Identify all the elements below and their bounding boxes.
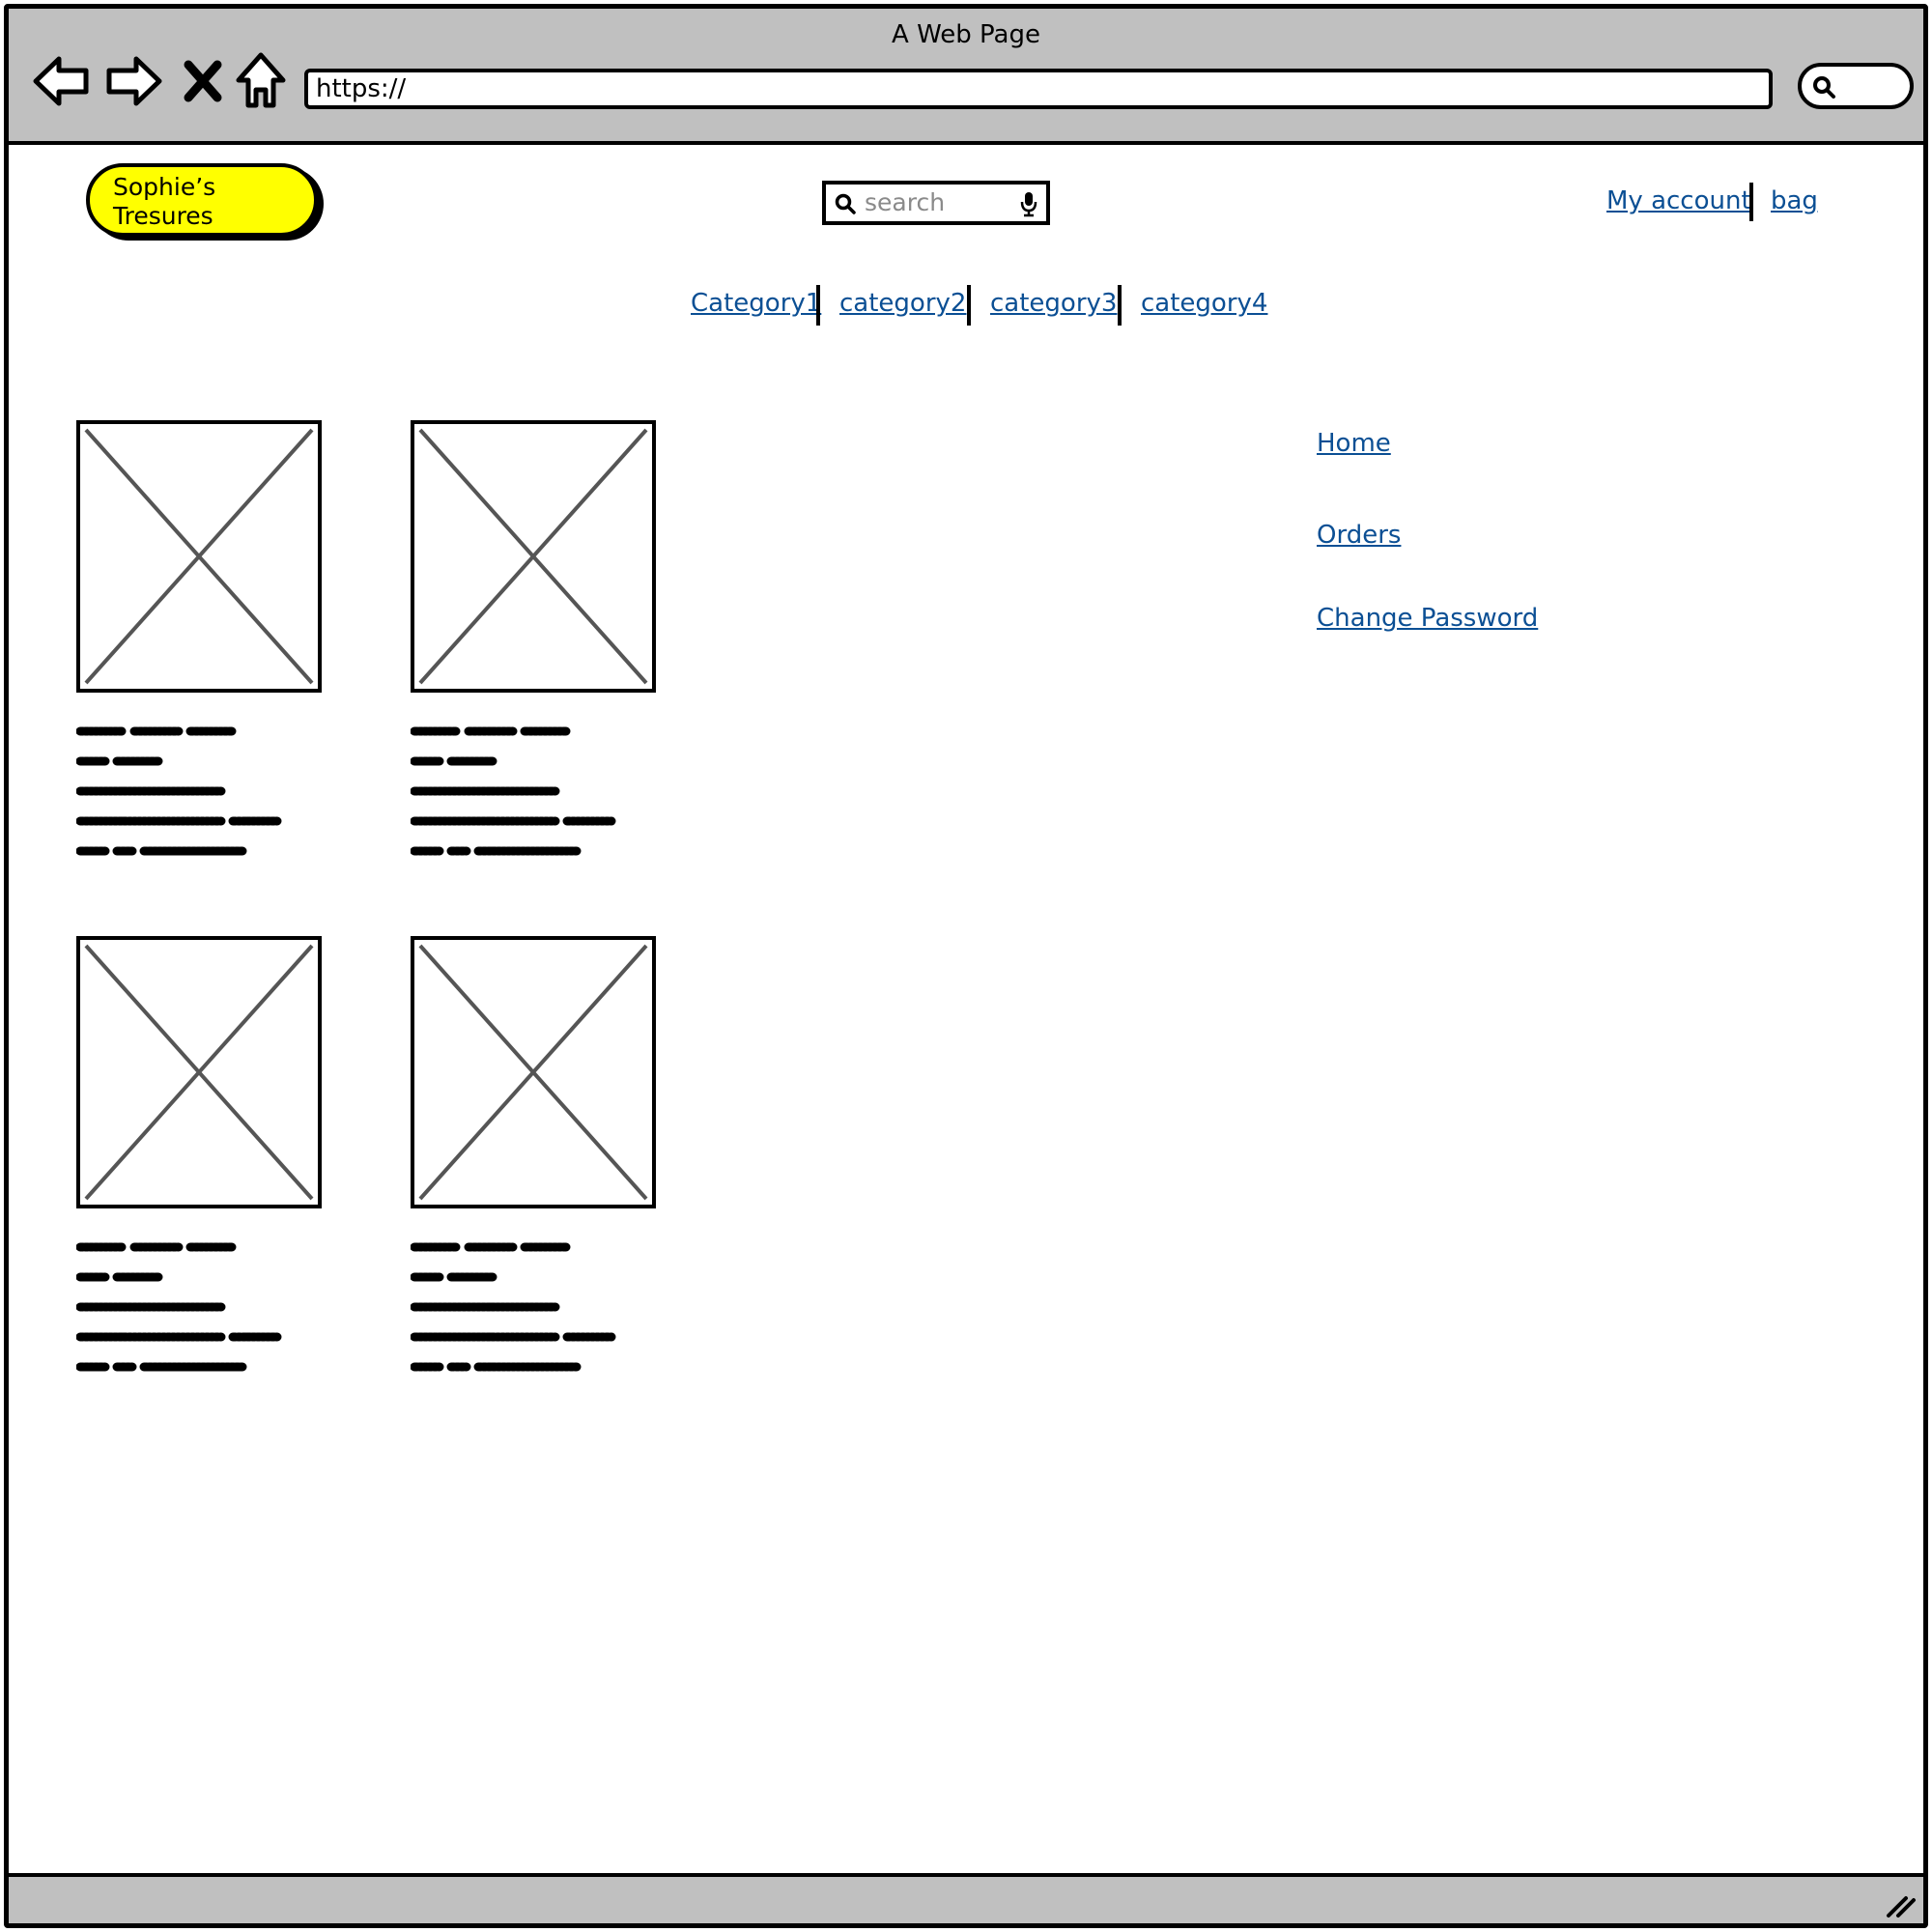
divider bbox=[967, 285, 971, 326]
stop-icon[interactable] bbox=[175, 49, 231, 113]
image-placeholder-icon[interactable] bbox=[411, 936, 656, 1208]
category-link-1[interactable]: Category1 bbox=[691, 289, 822, 318]
search-icon bbox=[1813, 76, 1835, 99]
divider bbox=[816, 285, 820, 326]
category-link-3[interactable]: category3 bbox=[990, 289, 1118, 318]
microphone-icon[interactable] bbox=[1019, 190, 1038, 217]
product-description-scribble bbox=[411, 1237, 642, 1382]
my-account-link[interactable]: My account bbox=[1606, 186, 1751, 215]
sidebar-item-orders[interactable]: Orders bbox=[1317, 521, 1402, 550]
sidebar-item-change-password[interactable]: Change Password bbox=[1317, 604, 1539, 633]
resize-grip-icon[interactable] bbox=[1885, 1890, 1918, 1919]
bag-link[interactable]: bag bbox=[1771, 186, 1818, 215]
back-arrow-icon[interactable] bbox=[30, 49, 94, 113]
sidebar-item-home[interactable]: Home bbox=[1317, 429, 1391, 458]
category-link-4[interactable]: category4 bbox=[1141, 289, 1268, 318]
site-logo[interactable]: Sophie’s Tresures bbox=[86, 163, 318, 237]
browser-window: A Web Page https:// Sophie’s Tresures se… bbox=[4, 4, 1928, 1928]
product-description-scribble bbox=[76, 722, 308, 867]
browser-search-field[interactable] bbox=[1798, 63, 1914, 109]
product-description-scribble bbox=[76, 1237, 308, 1382]
divider bbox=[1749, 183, 1753, 221]
site-search-input[interactable]: search bbox=[822, 181, 1050, 225]
home-icon[interactable] bbox=[229, 49, 293, 113]
search-icon bbox=[835, 193, 856, 214]
divider bbox=[1118, 285, 1122, 326]
browser-toolbar: A Web Page https:// bbox=[9, 9, 1923, 145]
product-description-scribble bbox=[411, 722, 642, 867]
address-bar[interactable]: https:// bbox=[304, 69, 1773, 109]
window-title: A Web Page bbox=[892, 20, 1040, 49]
logo-line-1: Sophie’s bbox=[113, 173, 216, 201]
search-placeholder: search bbox=[865, 188, 946, 216]
category-link-2[interactable]: category2 bbox=[839, 289, 967, 318]
image-placeholder-icon[interactable] bbox=[76, 936, 322, 1208]
image-placeholder-icon[interactable] bbox=[411, 420, 656, 693]
logo-line-2: Tresures bbox=[113, 202, 213, 230]
status-bar bbox=[9, 1873, 1923, 1923]
forward-arrow-icon[interactable] bbox=[101, 49, 165, 113]
image-placeholder-icon[interactable] bbox=[76, 420, 322, 693]
